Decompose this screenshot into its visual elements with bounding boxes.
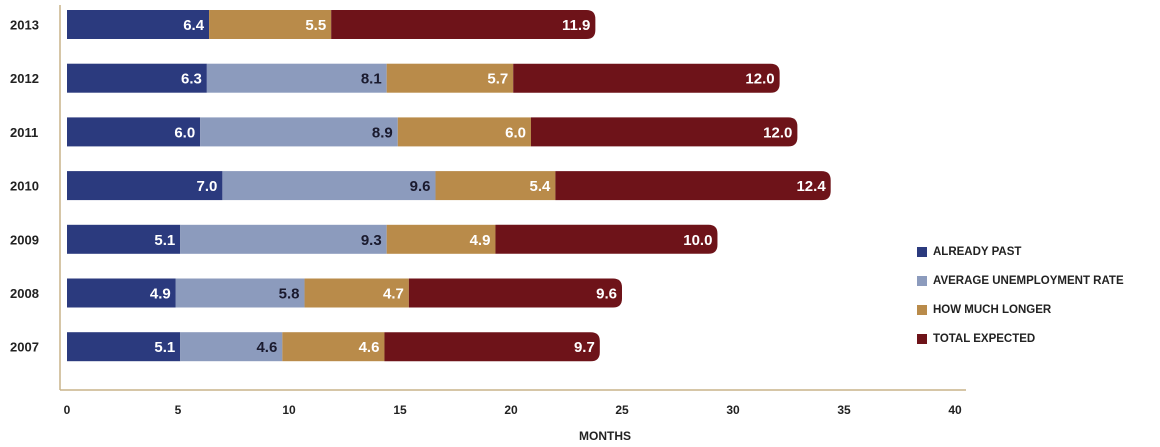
bar-average-unemployment-rate [180,224,387,254]
bar-total-expected [408,278,622,308]
data-label: 6.3 [181,71,202,88]
bar-total-expected [513,63,780,93]
legend-swatch [917,276,927,286]
bar-how-much-longer [397,117,531,147]
bar-already-past [67,63,207,93]
bar-already-past [67,10,210,39]
data-label: 10.0 [683,232,712,249]
bar-average-unemployment-rate [206,63,387,93]
x-tick-label: 35 [837,403,851,417]
bar-how-much-longer [386,63,514,93]
data-label: 6.0 [505,124,526,141]
legend-label: AVERAGE UNEMPLOYMENT RATE [933,275,1124,287]
legend-swatch [917,334,927,344]
bar-average-unemployment-rate [222,171,436,201]
data-label: 4.7 [383,286,404,303]
data-label: 12.0 [763,124,792,141]
bar-how-much-longer [304,278,409,308]
legend-item: AVERAGE UNEMPLOYMENT RATE [917,269,1124,293]
category-label: 2007 [10,340,39,355]
data-label: 7.0 [197,178,218,195]
x-tick-label: 15 [393,403,407,417]
category-label: 2008 [10,286,39,301]
labels-layer: 2013 6.4 5.5 11.9 2012 6.3 8.1 5.7 12.0 2011 6.0 8.… [10,17,962,417]
data-label: 6.4 [183,17,205,34]
x-tick-label: 30 [726,403,740,417]
x-tick-label: 0 [64,403,71,417]
legend-item: TOTAL EXPECTED [917,327,1124,351]
category-label: 2011 [10,125,38,140]
bar-already-past [67,332,181,362]
bar-average-unemployment-rate [200,117,398,147]
data-label: 9.3 [361,232,382,249]
legend-label: ALREADY PAST [933,246,1022,258]
category-label: 2013 [10,18,39,33]
x-axis-title: MONTHS [579,429,631,443]
bar-already-past [67,278,176,308]
bar-already-past [67,224,181,254]
data-label: 8.9 [372,124,393,141]
data-label: 11.9 [562,17,590,34]
data-label: 9.7 [574,339,595,356]
bar-already-past [67,171,223,201]
legend-swatch [917,305,927,315]
data-label: 4.6 [359,339,380,356]
bar-total-expected [384,332,600,362]
data-label: 9.6 [596,286,617,303]
bar-total-expected [530,117,798,147]
legend-label: TOTAL EXPECTED [933,333,1036,345]
data-label: 5.8 [279,286,300,303]
x-tick-label: 25 [615,403,629,417]
data-label: 12.4 [796,178,826,195]
data-label: 4.9 [150,286,171,303]
category-label: 2010 [10,179,39,194]
bar-how-much-longer [209,10,332,39]
legend-item: HOW MUCH LONGER [917,298,1124,322]
bars-layer [67,10,831,362]
data-label: 4.9 [470,232,491,249]
data-label: 9.6 [410,178,431,195]
data-label: 12.0 [745,71,774,88]
legend-item: ALREADY PAST [917,240,1124,264]
data-label: 5.4 [530,178,552,195]
legend: ALREADY PAST AVERAGE UNEMPLOYMENT RATE HOW… [917,240,1124,356]
x-tick-label: 10 [282,403,296,417]
x-tick-label: 40 [948,403,962,417]
data-label: 5.1 [154,339,175,356]
bar-total-expected [495,224,718,254]
bar-already-past [67,117,201,147]
x-tick-label: 20 [504,403,518,417]
legend-label: HOW MUCH LONGER [933,304,1052,316]
bar-how-much-longer [435,171,556,201]
data-label: 5.1 [154,232,175,249]
legend-swatch [917,247,927,257]
bar-total-expected [331,10,596,39]
data-label: 5.7 [487,71,508,88]
data-label: 4.6 [256,339,277,356]
category-label: 2012 [10,71,39,86]
x-tick-label: 5 [175,403,182,417]
bar-average-unemployment-rate [180,332,283,362]
bar-how-much-longer [282,332,385,362]
data-label: 5.5 [305,17,326,34]
bar-total-expected [555,171,831,201]
bar-how-much-longer [386,224,496,254]
data-label: 8.1 [361,71,382,88]
data-label: 6.0 [174,124,195,141]
bar-average-unemployment-rate [175,278,305,308]
category-label: 2009 [10,232,39,247]
